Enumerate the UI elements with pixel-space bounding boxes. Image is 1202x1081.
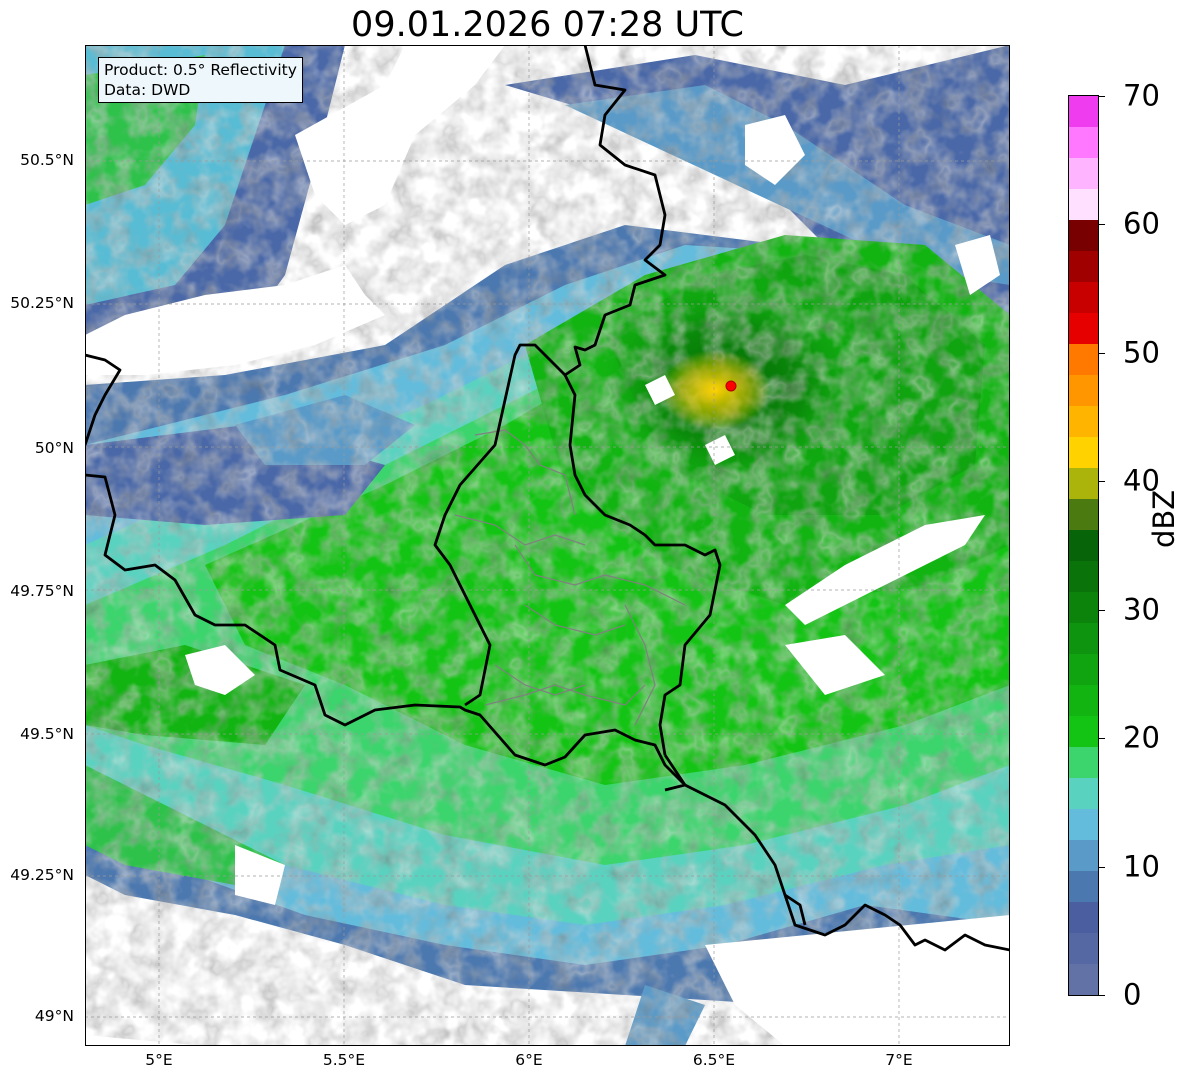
colorbar-tick-label: 50: [1123, 335, 1160, 370]
colorbar-segment: [1069, 933, 1098, 964]
colorbar-segment: [1069, 96, 1098, 127]
colorbar-tick-label: 20: [1123, 720, 1160, 755]
colorbar-segment: [1069, 623, 1098, 654]
lat-label: 50.5°N: [20, 151, 74, 169]
country-borders: [85, 45, 1010, 952]
colorbar-tick-mark: [1099, 995, 1105, 996]
colorbar-segment: [1069, 375, 1098, 406]
colorbar-label: dBZ: [1147, 489, 1181, 548]
colorbar-tick-label: 30: [1123, 592, 1160, 627]
info-product: Product: 0.5° Reflectivity: [104, 61, 297, 79]
colorbar-segment: [1069, 437, 1098, 468]
info-box: Product: 0.5° Reflectivity Data: DWD: [98, 57, 303, 103]
colorbar-segment: [1069, 592, 1098, 623]
colorbar-segment: [1069, 964, 1098, 995]
canton-boundaries: [454, 429, 686, 726]
lat-label: 50.25°N: [10, 294, 74, 312]
colorbar-tick-mark: [1099, 610, 1105, 611]
lat-label: 49.5°N: [20, 725, 74, 743]
colorbar-segment: [1069, 654, 1098, 685]
colorbar-segment: [1069, 530, 1098, 561]
colorbar-segment: [1069, 313, 1098, 344]
no-echo-areas: [85, 45, 1010, 1046]
colorbar-tick-mark: [1099, 481, 1105, 482]
graticule: [85, 45, 1010, 1046]
colorbar-tick-label: 60: [1123, 206, 1160, 241]
colorbar-segment: [1069, 685, 1098, 716]
lon-label: 5.5°E: [322, 1051, 366, 1069]
lat-label: 49.75°N: [10, 582, 74, 600]
lon-label: 6°E: [515, 1051, 543, 1069]
colorbar-tick-mark: [1099, 224, 1105, 225]
radar-map[interactable]: [85, 45, 1010, 1046]
colorbar-segment: [1069, 902, 1098, 933]
colorbar-segment: [1069, 499, 1098, 530]
colorbar-segment: [1069, 251, 1098, 282]
colorbar-segment: [1069, 716, 1098, 747]
colorbar-segment: [1069, 809, 1098, 840]
lat-label: 49.25°N: [10, 866, 74, 884]
reflectivity-field: [85, 45, 1010, 1046]
colorbar-segment: [1069, 468, 1098, 499]
colorbar-segment: [1069, 406, 1098, 437]
lat-label: 49°N: [34, 1007, 74, 1025]
colorbar-segment: [1069, 158, 1098, 189]
colorbar-segment: [1069, 189, 1098, 220]
map-title: 09.01.2026 07:28 UTC: [351, 5, 744, 45]
colorbar-tick-label: 0: [1123, 977, 1142, 1012]
colorbar-segment: [1069, 561, 1098, 592]
radar-map-svg: [85, 45, 1010, 1046]
colorbar-segment: [1069, 778, 1098, 809]
colorbar-segment: [1069, 127, 1098, 158]
colorbar-tick-mark: [1099, 96, 1105, 97]
info-source: Data: DWD: [104, 81, 191, 99]
lon-label: 5°E: [145, 1051, 173, 1069]
lon-label: 6.5°E: [692, 1051, 736, 1069]
colorbar-tick-label: 70: [1123, 78, 1160, 113]
colorbar-segment: [1069, 344, 1098, 375]
colorbar-segment: [1069, 871, 1098, 902]
colorbar-segment: [1069, 282, 1098, 313]
colorbar-tick-label: 10: [1123, 849, 1160, 884]
colorbar-tick-mark: [1099, 867, 1105, 868]
colorbar-tick-mark: [1099, 738, 1105, 739]
radar-site-marker[interactable]: [725, 380, 737, 392]
colorbar-segment: [1069, 220, 1098, 251]
lon-label: 7°E: [885, 1051, 913, 1069]
colorbar-segment: [1069, 747, 1098, 778]
lat-label: 50°N: [34, 439, 74, 457]
colorbar-tick-label: 40: [1123, 463, 1160, 498]
colorbar-tick-mark: [1099, 353, 1105, 354]
colorbar: [1068, 95, 1099, 996]
colorbar-segment: [1069, 840, 1098, 871]
